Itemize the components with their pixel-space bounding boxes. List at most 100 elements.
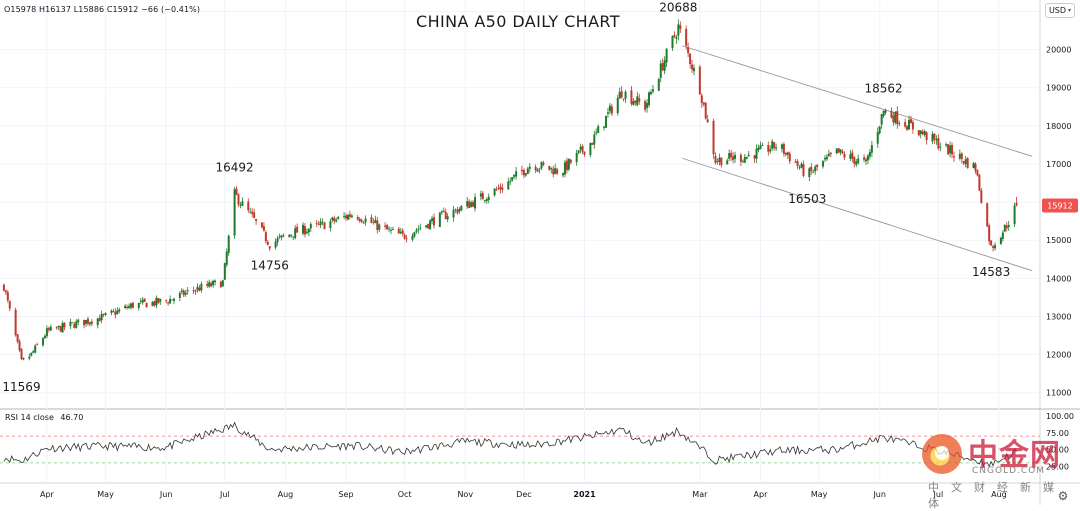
candle-body (178, 292, 181, 298)
candle-body (260, 222, 263, 228)
candle-body (208, 282, 211, 287)
candle-body (802, 164, 805, 176)
time-tick-label: Jul (933, 490, 944, 499)
candle-body (427, 224, 430, 229)
candle-body (620, 91, 623, 98)
gear-icon[interactable]: ⚙ (1057, 489, 1069, 503)
candle-body (952, 156, 955, 158)
rsi-legend[interactable]: RSI 14 close 46.70 (5, 413, 83, 422)
watermark-brand: 中金网 (968, 438, 1061, 473)
candle-body (855, 161, 858, 165)
candle-body (583, 151, 586, 155)
candle-body (200, 283, 203, 291)
candle-body (671, 36, 674, 49)
candle-body (274, 241, 277, 248)
time-tick-label: Sep (338, 490, 353, 499)
candle-body (972, 162, 975, 169)
time-tick-label: Mar (692, 490, 708, 499)
candle-body (933, 133, 936, 140)
candle-body (180, 290, 183, 292)
candle-body (233, 189, 236, 236)
candle-body (734, 154, 737, 159)
candle-body (563, 162, 566, 175)
candle-body (75, 321, 78, 328)
candle-body (497, 187, 500, 189)
candle-body (481, 192, 484, 200)
candle-body (417, 228, 420, 230)
candle-body (522, 170, 525, 176)
candle-body (419, 227, 422, 229)
candle-body (1005, 225, 1008, 229)
candle-body (935, 139, 938, 141)
candle-body (262, 226, 265, 231)
candle-body (911, 122, 914, 130)
candle-body (253, 212, 256, 218)
candle-body (974, 163, 977, 171)
candle-body (171, 299, 174, 301)
candle-body (718, 157, 721, 163)
price-tick-label: 17000 (1046, 160, 1071, 169)
candle-body (976, 170, 979, 176)
candle-body (452, 209, 455, 218)
annotation-14756: 14756 (251, 259, 289, 273)
candle-body (958, 153, 961, 159)
candle-body (165, 300, 168, 302)
candle-body (182, 290, 185, 296)
candle-body (83, 319, 86, 326)
candle-body (415, 230, 418, 232)
candle-body (458, 208, 461, 212)
candle-body (509, 180, 512, 182)
brand-logo-icon (922, 434, 962, 474)
candle-body (960, 153, 963, 160)
candle-body (677, 24, 680, 36)
candle-body (28, 356, 31, 359)
trend-channel (682, 45, 1033, 272)
candle-body (221, 280, 224, 287)
rsi-indicator-name: RSI 14 close (5, 413, 54, 422)
candle-body (919, 130, 922, 135)
candle-body (755, 148, 758, 159)
candle-body (698, 66, 701, 95)
candle-body (771, 141, 774, 149)
candle-body (114, 311, 117, 316)
candle-body (264, 232, 267, 242)
candle-body (554, 167, 557, 175)
candle-body (992, 246, 995, 249)
candle-body (206, 284, 209, 286)
candle-body (126, 306, 129, 308)
candle-body (86, 318, 89, 324)
candle-body (145, 302, 148, 308)
candle-body (988, 225, 991, 242)
candle-body (495, 189, 498, 190)
candle-body (331, 217, 334, 221)
last-price-tag: 15912 (1042, 198, 1078, 213)
time-tick-label: Apr (754, 490, 769, 499)
candle-body (542, 162, 545, 165)
candle-body (880, 114, 883, 125)
candle-body (706, 119, 709, 123)
price-tick-label: 19000 (1046, 84, 1071, 93)
candle-body (892, 115, 895, 123)
candle-body (673, 34, 676, 37)
candle-body (440, 211, 443, 213)
currency-selector[interactable]: USD ▾ (1045, 3, 1075, 18)
candle-body (85, 320, 88, 324)
candle-body (397, 228, 400, 234)
candle-body (370, 217, 373, 223)
candle-body (526, 168, 529, 175)
candle-body (581, 145, 584, 152)
candle-body (124, 305, 127, 309)
candle-body (466, 201, 469, 207)
candle-body (593, 134, 596, 145)
annotation-16492: 16492 (215, 160, 253, 174)
candle-body (1015, 202, 1018, 206)
candle-body (329, 221, 332, 228)
candle-body (837, 148, 840, 153)
candle-body (157, 298, 160, 304)
candle-body (827, 153, 830, 156)
candle-body (438, 212, 441, 227)
candle-body (528, 166, 531, 169)
candle-body (296, 226, 299, 233)
candle-body (100, 314, 103, 321)
